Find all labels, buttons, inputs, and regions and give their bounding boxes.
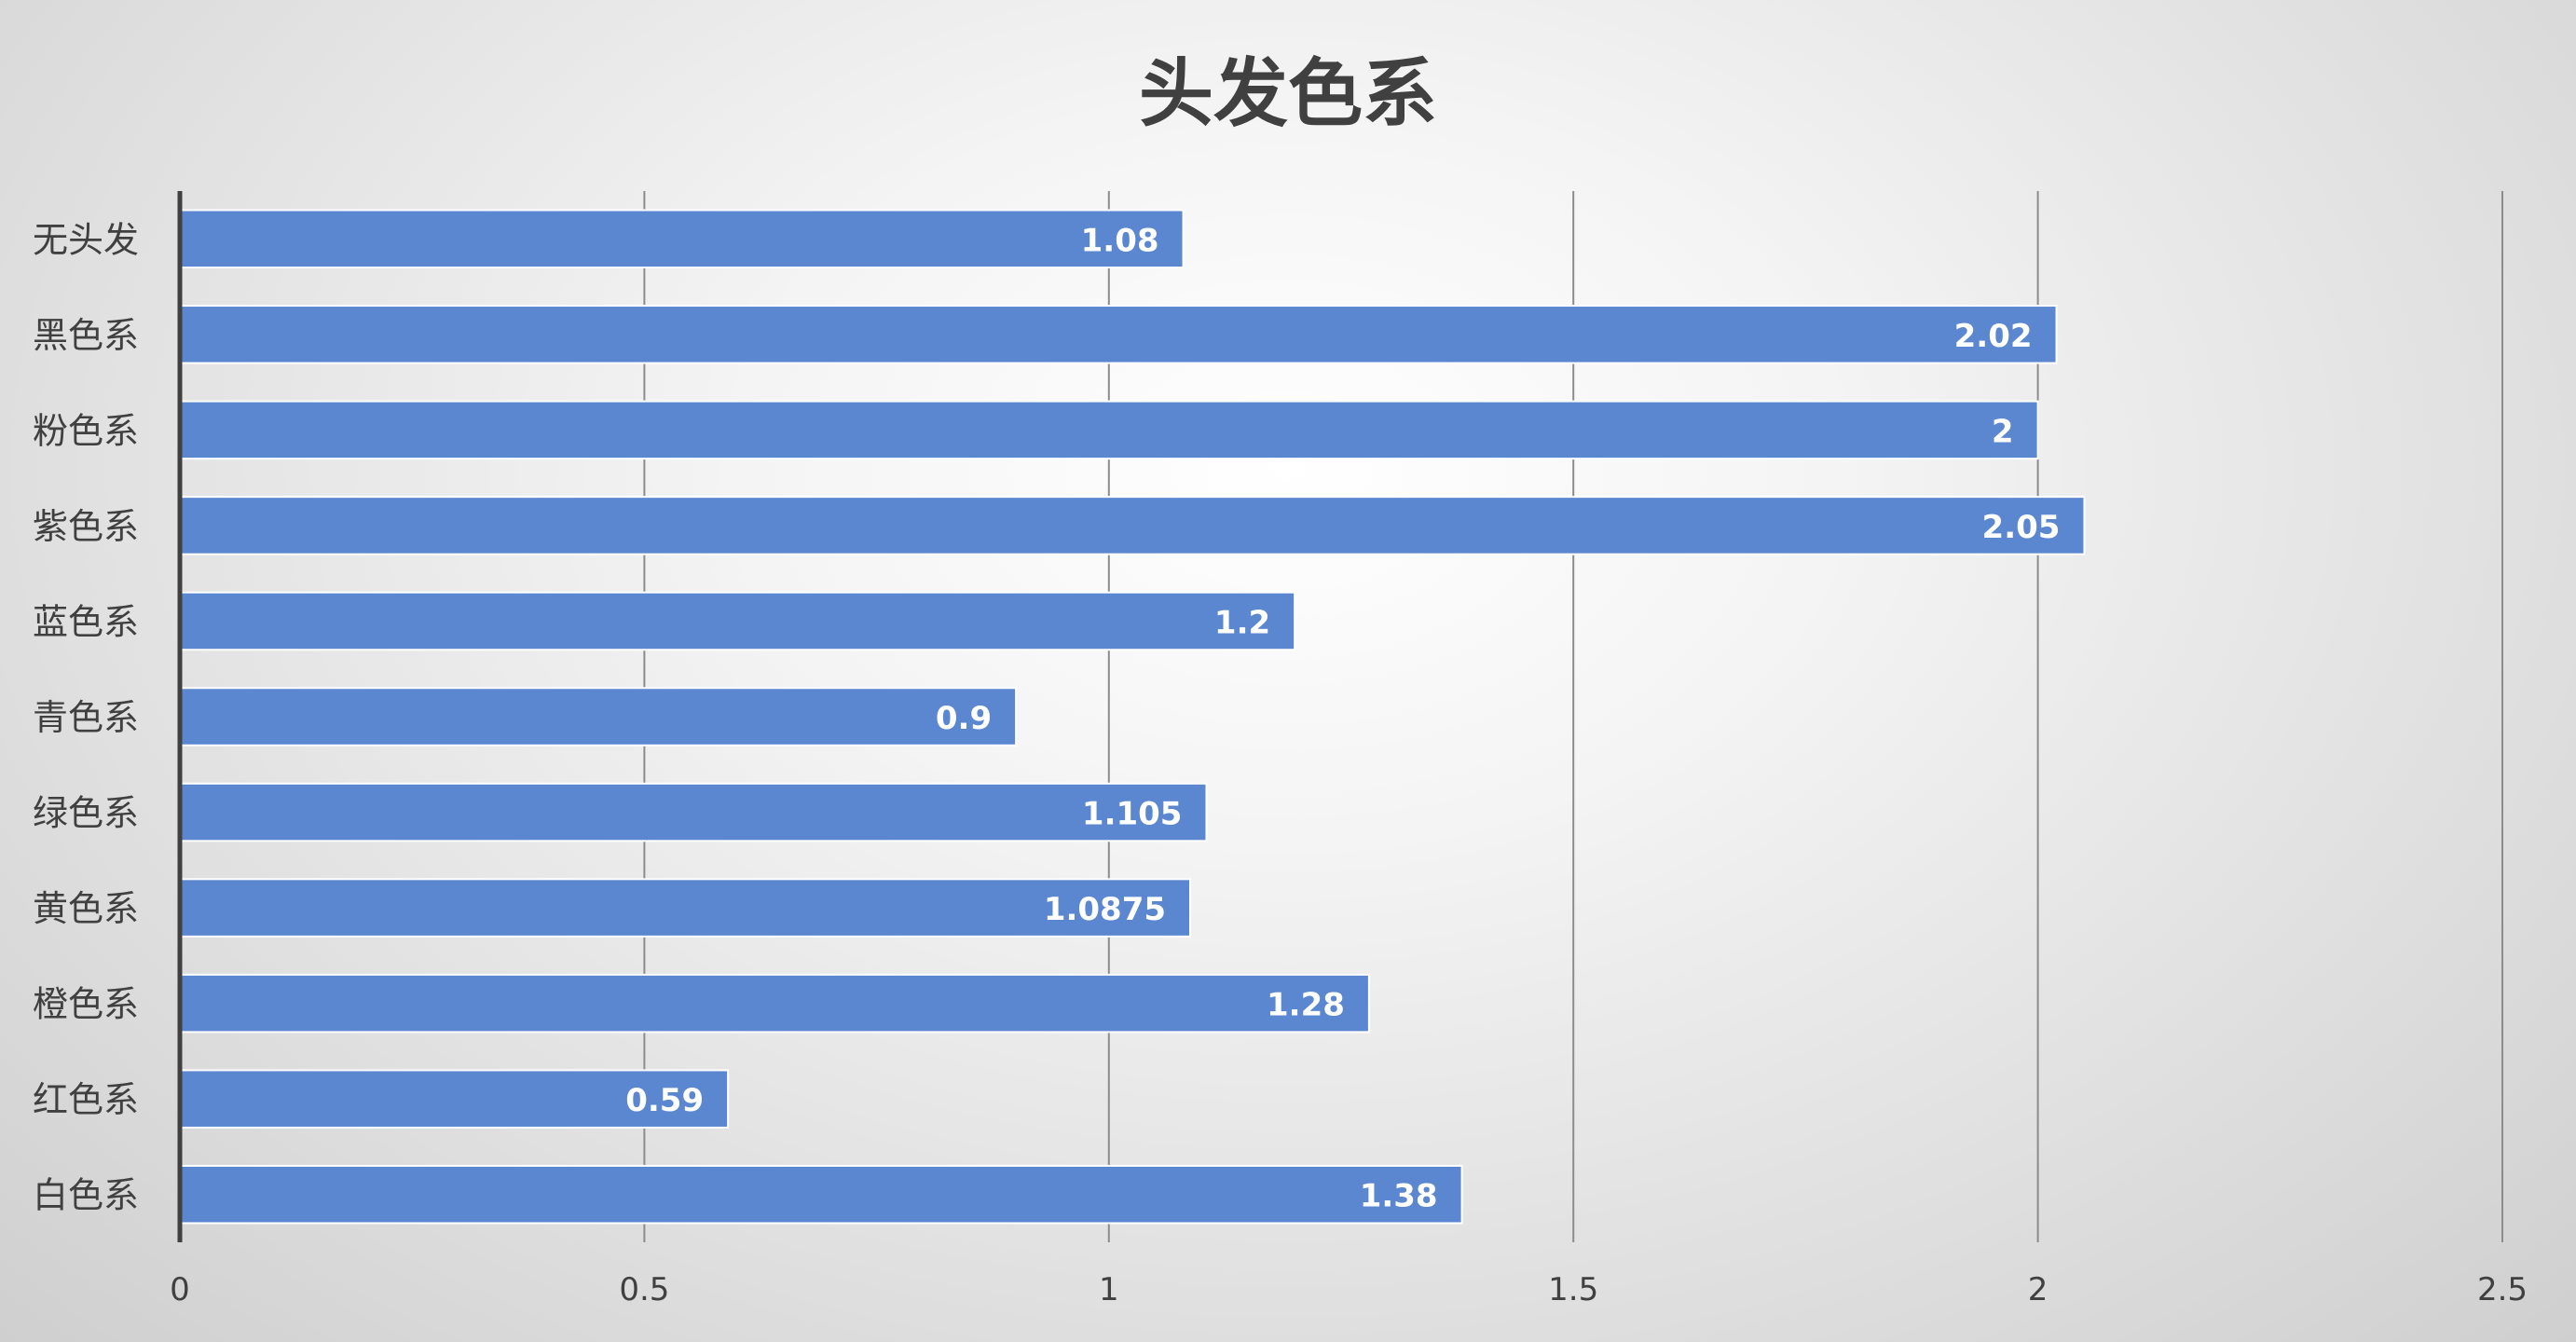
data-label: 1.08 <box>1081 222 1159 259</box>
data-label: 1.28 <box>1267 987 1345 1024</box>
y-category-label: 青色系 <box>33 697 139 738</box>
x-tick-label: 0.5 <box>619 1271 669 1308</box>
bar <box>179 878 1192 938</box>
bar <box>179 973 1370 1034</box>
bar <box>179 305 2058 364</box>
data-label: 1.0875 <box>1044 891 1166 928</box>
y-category-label: 蓝色系 <box>33 601 139 642</box>
x-tick-label: 2.5 <box>2477 1271 2528 1308</box>
bar <box>179 209 1185 269</box>
bar <box>179 496 2086 555</box>
bar <box>179 782 1208 842</box>
data-label: 1.38 <box>1360 1178 1438 1215</box>
x-tick-label: 1.5 <box>1548 1271 1598 1308</box>
x-tick-label: 2 <box>2028 1271 2048 1308</box>
y-category-label: 粉色系 <box>33 410 139 451</box>
y-category-label: 黄色系 <box>33 888 139 929</box>
bar <box>179 1164 1463 1225</box>
y-category-label: 黑色系 <box>33 315 139 356</box>
y-category-label: 绿色系 <box>33 793 139 834</box>
data-label: 2 <box>1992 413 2014 450</box>
bar <box>179 591 1296 651</box>
bar <box>179 687 1018 746</box>
chart-title: 头发色系 <box>1139 50 1437 137</box>
y-category-label: 紫色系 <box>33 506 139 547</box>
data-label: 1.2 <box>1214 604 1270 641</box>
data-label: 1.105 <box>1082 796 1183 833</box>
x-tick-label: 1 <box>1099 1271 1119 1308</box>
data-label: 0.59 <box>625 1082 704 1119</box>
y-category-label: 红色系 <box>33 1079 139 1120</box>
x-tick-label: 0 <box>170 1271 190 1308</box>
y-category-label: 无头发 <box>33 219 139 260</box>
bar <box>179 400 2039 460</box>
y-category-label: 橙色系 <box>33 984 139 1025</box>
data-label: 2.02 <box>1954 318 2033 355</box>
data-label: 0.9 <box>936 700 992 737</box>
data-label: 2.05 <box>1982 509 2061 546</box>
y-category-label: 白色系 <box>33 1175 139 1216</box>
